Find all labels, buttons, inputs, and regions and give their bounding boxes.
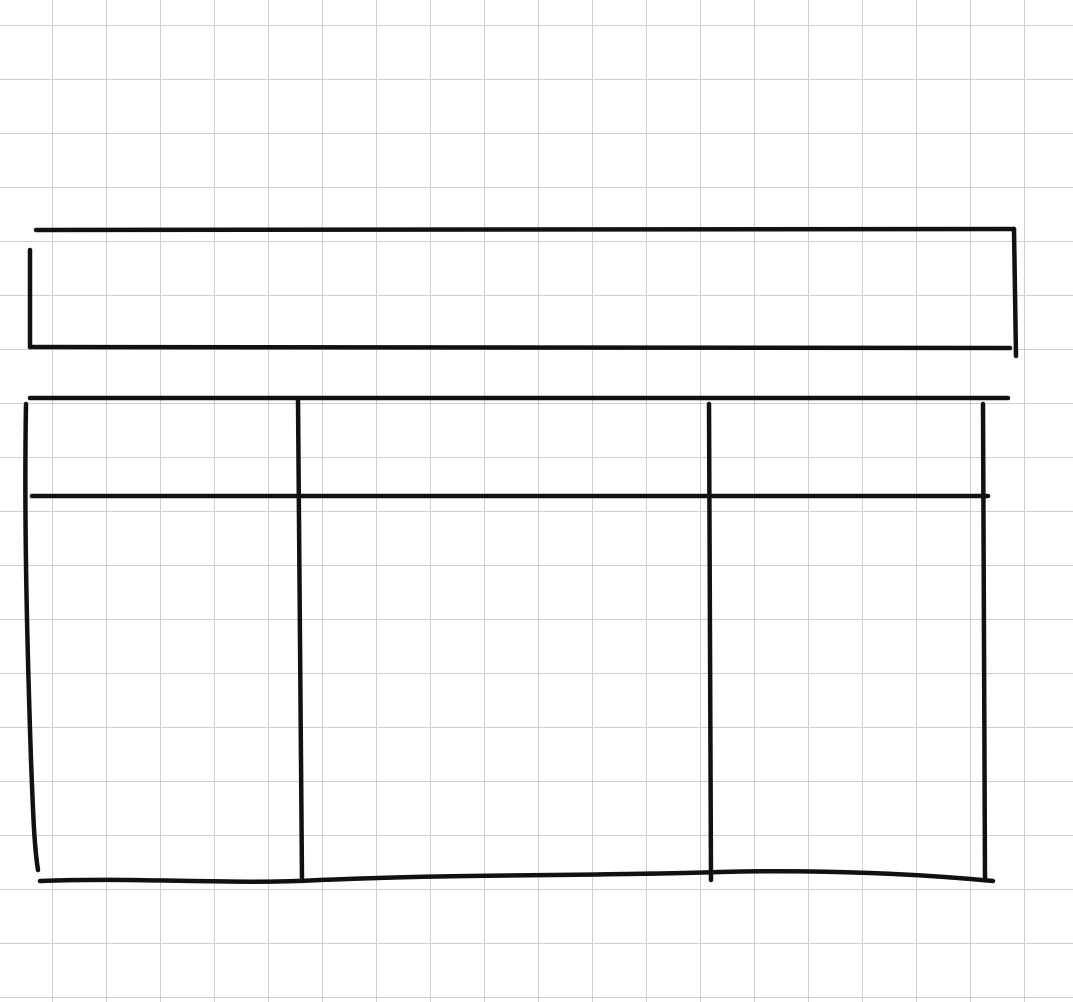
table-outline xyxy=(23,395,1011,884)
search-box-outline xyxy=(27,226,1019,359)
